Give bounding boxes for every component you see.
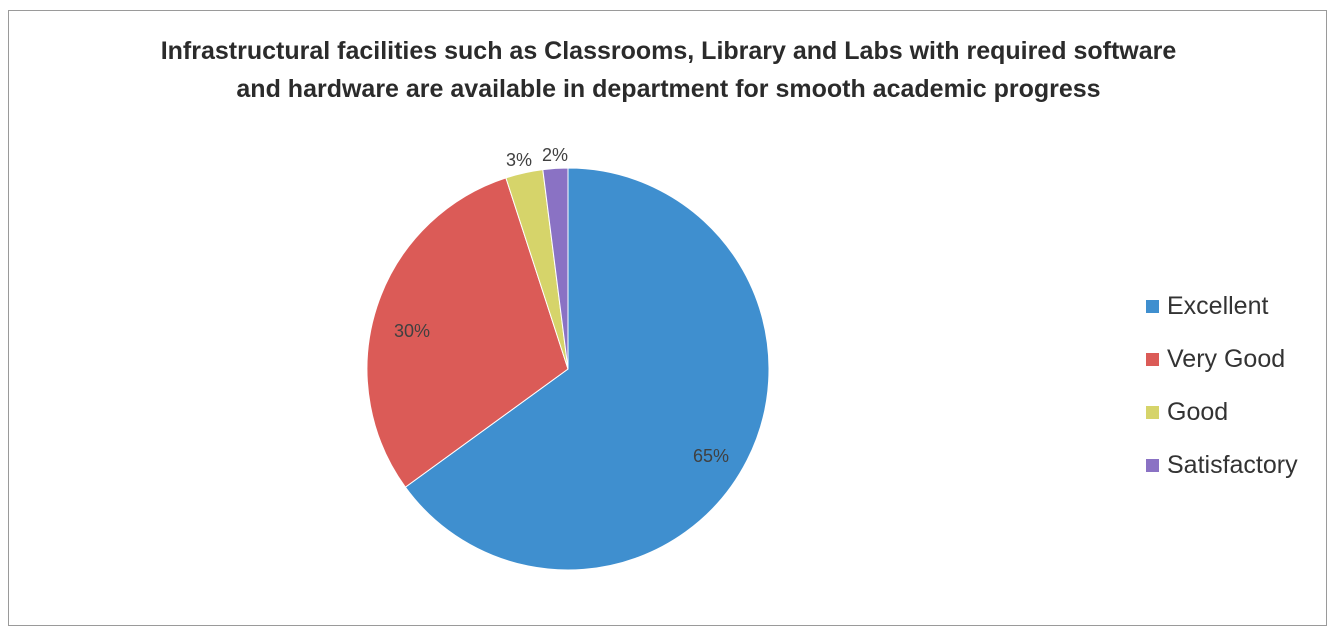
pie-slice-satisfactory bbox=[542, 167, 569, 370]
legend-swatch-good bbox=[1146, 406, 1159, 419]
data-label-excellent: 65% bbox=[693, 446, 729, 466]
legend-swatch-very-good bbox=[1146, 353, 1159, 366]
legend-label-very-good: Very Good bbox=[1167, 345, 1286, 373]
legend-label-satisfactory: Satisfactory bbox=[1167, 451, 1298, 479]
legend-item-very-good: Very Good bbox=[1146, 333, 1298, 386]
pie-slice-excellent bbox=[404, 167, 770, 571]
legend-item-good: Good bbox=[1146, 386, 1298, 439]
legend-label-good: Good bbox=[1167, 398, 1229, 426]
data-label-satisfactory: 2% bbox=[542, 145, 568, 165]
pie-slice-very-good bbox=[366, 177, 569, 488]
data-label-very-good: 30% bbox=[394, 321, 430, 341]
chart-legend: Excellent Very Good Good Satisfactory bbox=[1146, 280, 1298, 492]
chart-title-line-1: Infrastructural facilities such as Class… bbox=[160, 37, 1177, 65]
chart-title-line-2: and hardware are available in department… bbox=[236, 75, 1101, 103]
chart-title: Infrastructural facilities such as Class… bbox=[0, 32, 1337, 108]
legend-label-excellent: Excellent bbox=[1167, 292, 1269, 320]
legend-item-satisfactory: Satisfactory bbox=[1146, 439, 1298, 492]
legend-swatch-excellent bbox=[1146, 300, 1159, 313]
legend-item-excellent: Excellent bbox=[1146, 280, 1298, 333]
data-label-good: 3% bbox=[506, 150, 532, 170]
legend-swatch-satisfactory bbox=[1146, 459, 1159, 472]
